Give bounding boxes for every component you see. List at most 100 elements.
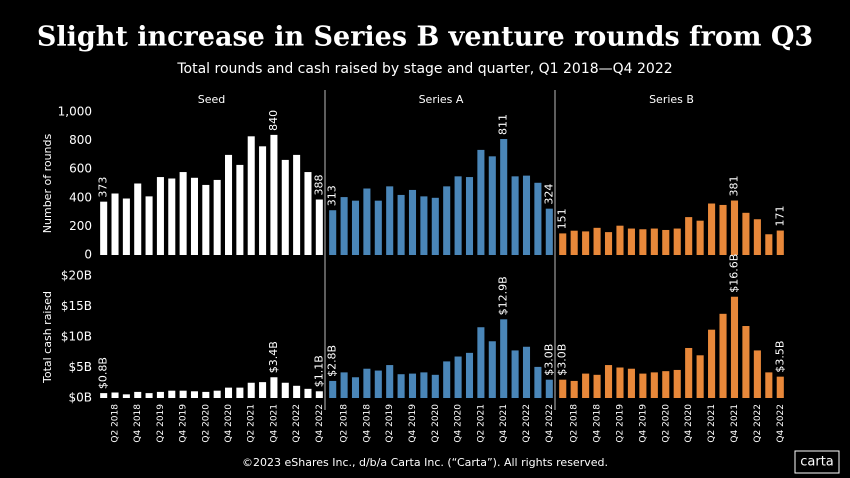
x-tick-label: Q2 2022 <box>522 404 532 443</box>
bar <box>315 199 323 255</box>
value-label: $1.1B <box>312 355 325 387</box>
bar <box>534 366 542 398</box>
bar <box>673 369 681 398</box>
bar <box>570 230 578 255</box>
value-label: $3.4B <box>267 341 280 373</box>
bar <box>340 197 348 255</box>
chart-title: Slight increase in Series B venture roun… <box>37 22 813 53</box>
bar <box>730 296 739 398</box>
bar <box>134 391 142 398</box>
panel-title: Seed <box>198 93 226 106</box>
x-tick-label: Q4 2019 <box>179 404 189 443</box>
x-tick-label: Q2 2019 <box>156 404 166 443</box>
bar <box>454 176 462 255</box>
bar <box>708 329 716 398</box>
bar <box>593 374 601 398</box>
bar <box>374 370 382 398</box>
bar <box>363 368 371 398</box>
bar <box>593 227 601 255</box>
x-tick-label: Q4 2018 <box>133 404 143 443</box>
bar <box>247 136 255 255</box>
bar <box>604 232 613 255</box>
x-tick-label: Q2 2020 <box>431 404 441 443</box>
bar <box>225 387 233 398</box>
bar <box>545 379 553 398</box>
bar <box>408 373 417 398</box>
bar <box>270 377 278 398</box>
y-tick-label: 1,000 <box>58 105 92 119</box>
x-tick-label: Q2 2021 <box>707 404 717 443</box>
bar <box>465 177 474 255</box>
bar <box>111 193 119 255</box>
x-tick-label: Q4 2022 <box>545 404 555 443</box>
bar <box>397 194 405 255</box>
bar <box>363 188 371 255</box>
bar <box>351 377 360 398</box>
bar <box>730 200 739 255</box>
x-tick-label: Q2 2018 <box>111 404 121 443</box>
y-tick-label: 400 <box>69 190 92 204</box>
bar <box>259 382 267 398</box>
bar <box>329 210 337 255</box>
bar <box>559 233 567 255</box>
bar <box>247 382 255 398</box>
bar <box>259 146 267 255</box>
bar <box>765 234 773 255</box>
x-tick-label: Q2 2019 <box>385 404 395 443</box>
bar <box>673 228 681 255</box>
x-tick-label: Q4 2019 <box>408 404 418 443</box>
bar <box>270 134 278 255</box>
x-tick-label: Q2 2018 <box>340 404 350 443</box>
bar <box>168 178 176 255</box>
x-tick-label: Q2 2018 <box>570 404 580 443</box>
x-tick-label: Q4 2021 <box>499 404 509 443</box>
logo-box <box>794 450 840 474</box>
bar <box>190 391 198 398</box>
value-label: 381 <box>727 176 740 197</box>
x-tick-label: Q4 2020 <box>224 404 234 443</box>
bar <box>420 196 428 255</box>
bar <box>281 382 289 398</box>
bar <box>662 371 670 398</box>
bar <box>559 379 567 398</box>
panel-title: Series A <box>419 93 464 106</box>
bar <box>111 392 119 398</box>
bar <box>122 394 130 398</box>
chart-subtitle: Total rounds and cash raised by stage an… <box>176 61 672 77</box>
bar <box>604 365 613 398</box>
bar <box>627 368 635 398</box>
x-tick-label: Q4 2018 <box>593 404 603 443</box>
bar <box>582 231 590 255</box>
bar <box>397 374 405 398</box>
bar <box>281 159 289 255</box>
bar <box>386 365 394 398</box>
bar <box>236 164 244 255</box>
y-tick-label: $20B <box>61 269 92 283</box>
value-label: 373 <box>97 177 110 198</box>
bar <box>213 390 221 398</box>
bar <box>742 326 750 398</box>
x-tick-label: Q4 2021 <box>269 404 279 443</box>
bar <box>522 175 531 255</box>
y-tick-label: 200 <box>69 219 92 233</box>
value-label: $3.0B <box>556 344 569 376</box>
value-label: $2.8B <box>326 345 339 377</box>
bar <box>190 177 198 255</box>
bar <box>465 352 474 398</box>
y-axis-title: Total cash raised <box>41 291 54 384</box>
x-tick-label: Q4 2022 <box>315 404 325 443</box>
bar <box>315 391 323 398</box>
value-label: 388 <box>312 175 325 196</box>
bar <box>443 361 451 398</box>
y-tick-label: $10B <box>61 330 92 344</box>
bar <box>293 154 301 255</box>
bar <box>145 196 153 255</box>
bar <box>236 387 244 398</box>
bar <box>650 228 658 255</box>
bar <box>156 391 164 398</box>
bar <box>156 177 164 255</box>
bar <box>639 229 647 255</box>
bar <box>488 341 496 398</box>
bar <box>443 186 451 255</box>
bar <box>454 356 462 398</box>
